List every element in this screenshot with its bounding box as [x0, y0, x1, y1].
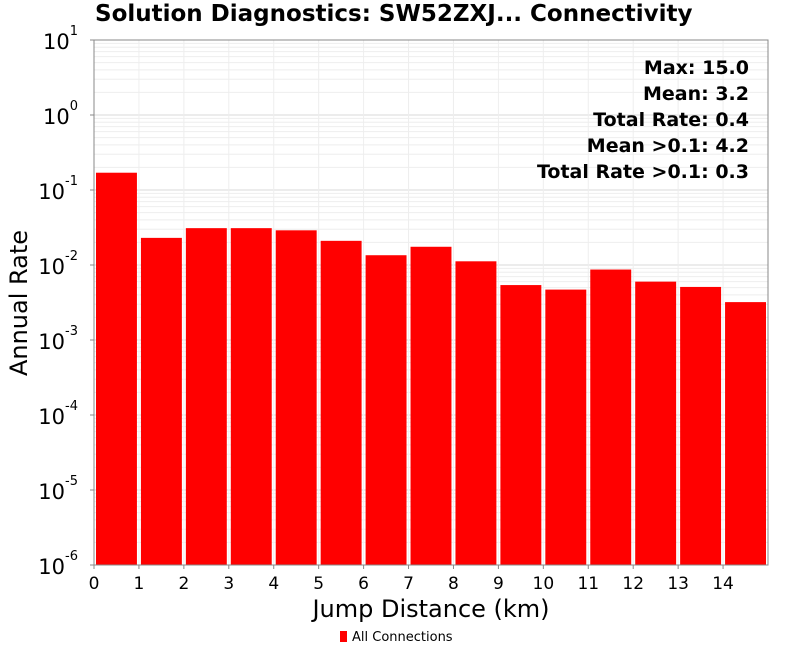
stat-total-rate-above-threshold: Total Rate >0.1: 0.3: [536, 161, 749, 183]
x-tick-label: 14: [712, 574, 734, 594]
bar: [455, 261, 497, 565]
stat-mean-above-threshold: Mean >0.1: 4.2: [586, 135, 749, 157]
y-tick-label: 10-4: [38, 399, 78, 429]
x-tick-label: 11: [577, 574, 599, 594]
x-tick-label: 2: [178, 574, 189, 594]
y-tick-label: 101: [43, 24, 78, 54]
y-tick-label: 10-2: [38, 249, 78, 279]
legend-swatch: [340, 631, 347, 642]
bar: [320, 240, 362, 565]
x-tick-label: 6: [358, 574, 369, 594]
bars: [96, 172, 766, 566]
y-tick-label: 10-3: [38, 324, 78, 354]
bar: [635, 281, 677, 565]
legend-label: All Connections: [352, 630, 453, 645]
bar: [410, 246, 452, 565]
bar: [545, 289, 587, 565]
x-tick-label: 7: [403, 574, 414, 594]
plot-frame: [93, 39, 769, 566]
bar: [680, 286, 722, 565]
bar: [185, 228, 227, 565]
x-tick-label: 3: [223, 574, 234, 594]
y-tick-label: 100: [43, 99, 78, 129]
bar: [590, 269, 632, 565]
stat-mean: Mean: 3.2: [642, 83, 749, 105]
x-tick-label: 9: [493, 574, 504, 594]
y-tick-label: 10-6: [38, 549, 78, 579]
y-axis-label: Annual Rate: [5, 230, 33, 376]
stats-annotations: Max: 15.0 Mean: 3.2 Total Rate: 0.4 Mean…: [537, 55, 749, 185]
y-tick-labels: 101 100 10-1 10-2 10-3 10-4 10-5 10-6: [38, 24, 94, 579]
y-tick-label: 10-1: [38, 174, 78, 204]
bar: [500, 285, 542, 565]
x-tick-label: 4: [268, 574, 279, 594]
x-tick-label: 8: [448, 574, 459, 594]
x-axis-label: Jump Distance (km): [310, 595, 549, 623]
legend: All Connections: [340, 630, 453, 645]
x-tick-label: 12: [622, 574, 644, 594]
x-tick-label: 10: [533, 574, 555, 594]
chart-title: Solution Diagnostics: SW52ZXJ... Connect…: [95, 1, 693, 27]
stat-total-rate: Total Rate: 0.4: [593, 109, 749, 131]
bar: [365, 255, 407, 565]
bar: [230, 228, 272, 565]
bar: [96, 172, 137, 566]
x-tick-label: 5: [313, 574, 324, 594]
x-tick-label: 0: [89, 574, 100, 594]
x-tick-labels: 0 1 2 3 4 5 6 7 8 9 10 11 12 13 14: [89, 565, 734, 594]
x-tick-label: 1: [134, 574, 145, 594]
bar: [275, 230, 317, 566]
y-tick-label: 10-5: [38, 474, 78, 504]
x-tick-label: 13: [667, 574, 689, 594]
bar: [725, 302, 766, 565]
bar: [140, 237, 182, 565]
stat-max: Max: 15.0: [643, 57, 749, 79]
